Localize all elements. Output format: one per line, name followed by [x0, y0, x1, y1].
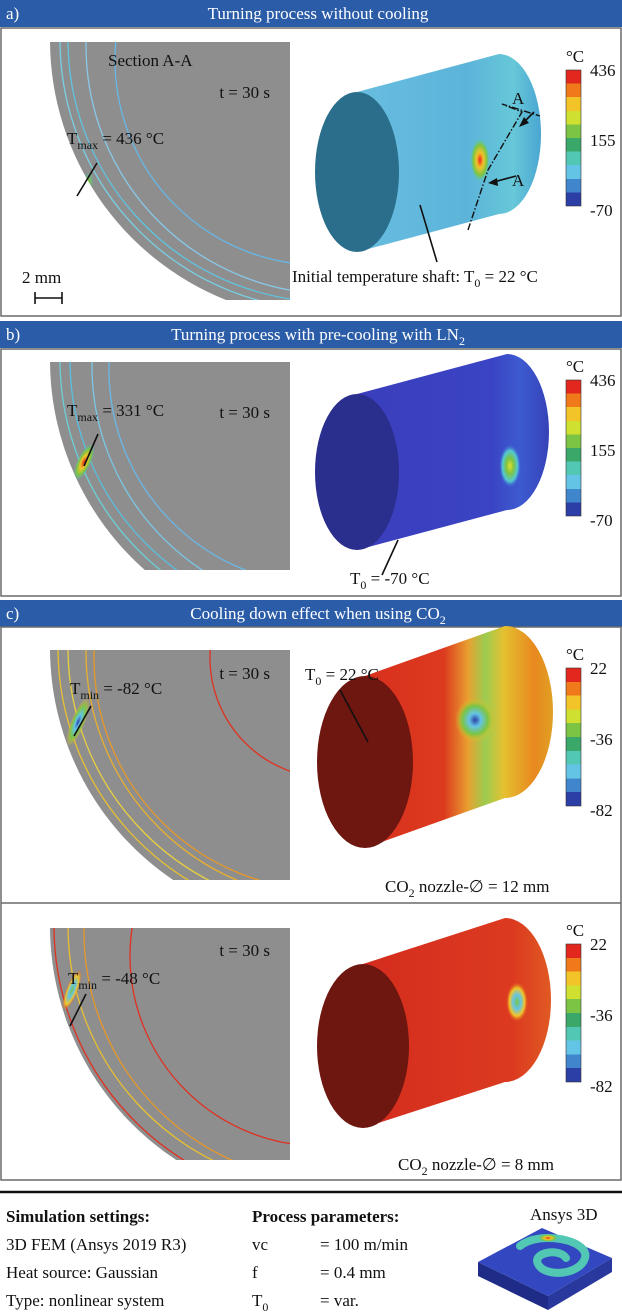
shaft-face — [315, 394, 399, 550]
colorbar — [566, 380, 581, 516]
subscript: 0 — [262, 1300, 268, 1314]
subscript: min — [78, 978, 97, 992]
section-body — [50, 42, 290, 300]
text-part: CO — [385, 877, 409, 896]
shaft-face — [317, 676, 413, 848]
text-part: Initial temperature shaft: T — [292, 267, 475, 286]
text-part: nozzle-∅ = 12 mm — [415, 877, 550, 896]
colorbar — [566, 70, 581, 206]
text-part: = -70 °C — [366, 569, 429, 588]
settings-item: 3D FEM (Ansys 2019 R3) — [6, 1235, 186, 1254]
hot-spot — [61, 169, 99, 224]
text-part: nozzle-∅ = 8 mm — [428, 1155, 554, 1174]
colorbar-unit: °C — [566, 921, 584, 940]
time-label: t = 30 s — [219, 941, 270, 960]
panel-label: b) — [6, 325, 20, 344]
section-title: Section A-A — [108, 51, 193, 70]
text-part: vc — [252, 1235, 269, 1254]
colorbar-unit: °C — [566, 357, 584, 376]
nozzle-label: CO2 nozzle-∅ = 8 mm — [398, 1155, 554, 1178]
settings-item: Heat source: Gaussian — [6, 1263, 159, 1282]
text-part: T — [305, 665, 316, 684]
colorbar-tick-label: 436 — [590, 61, 616, 80]
text-part: = 22 °C — [480, 267, 537, 286]
text-part: T — [68, 969, 79, 988]
parameter-name: T0 — [252, 1291, 268, 1314]
subscript: max — [77, 410, 98, 424]
colorbar-tick-label: -70 — [590, 511, 613, 530]
shaft-face — [317, 964, 409, 1128]
colorbar-tick-label: -70 — [590, 201, 613, 220]
parameter-value: = 0.4 mm — [320, 1263, 386, 1282]
text-part: T — [67, 401, 78, 420]
colorbar-tick-label: 22 — [590, 935, 607, 954]
colorbar — [566, 944, 581, 1082]
text-part: = -48 °C — [97, 969, 160, 988]
colorbar-unit: °C — [566, 47, 584, 66]
text-part: f — [252, 1263, 258, 1282]
text-part: Turning process without cooling — [208, 4, 429, 23]
subscript: 2 — [440, 613, 446, 627]
subscript: 2 — [459, 334, 465, 348]
colorbar-tick-label: 436 — [590, 371, 616, 390]
text-part: T — [350, 569, 361, 588]
section-mark: A — [512, 171, 525, 190]
slab-hotspot — [538, 1234, 558, 1242]
colorbar-tick-label: 155 — [590, 441, 616, 460]
text-part: = -82 °C — [99, 679, 162, 698]
parameter-name: vc — [252, 1235, 269, 1254]
colorbar-tick-label: -82 — [590, 1077, 613, 1096]
text-part: = 436 °C — [98, 129, 164, 148]
text-part: CO — [398, 1155, 422, 1174]
colorbar — [566, 668, 581, 806]
section-mark: A — [512, 89, 525, 108]
time-label: t = 30 s — [219, 83, 270, 102]
shaft-face — [315, 92, 399, 252]
colorbar-tick-label: -36 — [590, 1006, 613, 1025]
section-body — [50, 650, 290, 880]
parameters-title: Process parameters: — [252, 1207, 399, 1226]
subscript: max — [77, 138, 98, 152]
subscript: min — [80, 688, 99, 702]
figure: a) Turning process without cooling b) Turni… — [0, 0, 622, 1314]
colorbar-tick-label: -82 — [590, 801, 613, 820]
colorbar-tick-label: 155 — [590, 131, 616, 150]
panel-label: c) — [6, 604, 19, 623]
temperature-spot — [455, 698, 495, 742]
shaft-label: Initial temperature shaft: T0 = 22 °C — [292, 267, 538, 290]
time-label: t = 30 s — [219, 403, 270, 422]
preview-label: Ansys 3D — [530, 1205, 598, 1224]
text-part: Cooling down effect when using CO — [190, 604, 439, 623]
text-part: T — [252, 1291, 263, 1310]
panel-title: Turning process without cooling — [208, 4, 429, 23]
colorbar-tick-label: 22 — [590, 659, 607, 678]
parameter-value: = var. — [320, 1291, 359, 1310]
shaft-label: T0 = -70 °C — [350, 569, 430, 592]
text-part: Turning process with pre-cooling with LN — [171, 325, 459, 344]
text-part: T — [67, 129, 78, 148]
temperature-spot — [470, 138, 490, 182]
text-part: T — [70, 679, 81, 698]
text-part: = 22 °C — [321, 665, 378, 684]
colorbar-unit: °C — [566, 645, 584, 664]
scale-bar-label: 2 mm — [22, 268, 61, 287]
time-label: t = 30 s — [219, 664, 270, 683]
parameter-value: = 100 m/min — [320, 1235, 408, 1254]
panel-label: a) — [6, 4, 19, 23]
parameter-name: f — [252, 1263, 258, 1282]
settings-item: Type: nonlinear system — [6, 1291, 164, 1310]
temperature-spot — [506, 982, 528, 1022]
nozzle-label: CO2 nozzle-∅ = 12 mm — [385, 877, 550, 900]
colorbar-tick-label: -36 — [590, 730, 613, 749]
temperature-spot — [499, 444, 521, 488]
settings-title: Simulation settings: — [6, 1207, 150, 1226]
text-part: = 331 °C — [98, 401, 164, 420]
